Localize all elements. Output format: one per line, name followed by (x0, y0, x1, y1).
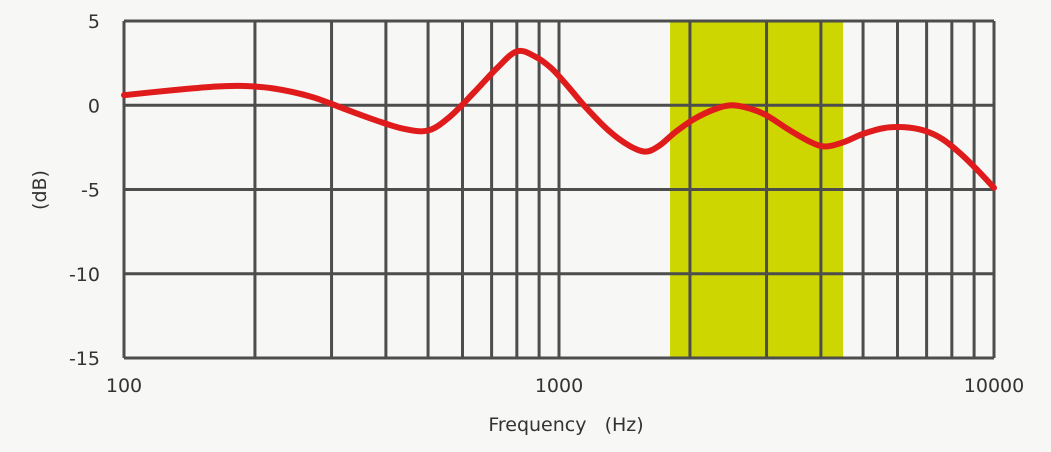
x-tick-label: 10000 (964, 375, 1024, 397)
y-tick-label: -10 (69, 264, 100, 286)
grid-layer (122, 19, 996, 360)
y-tick-label: -5 (81, 180, 100, 202)
y-tick-label: 5 (88, 11, 100, 33)
x-axis-title: Frequency (Hz) (488, 414, 643, 436)
series-layer (121, 47, 997, 191)
series-line (121, 47, 997, 191)
y-axis-title: (dB) (29, 170, 51, 210)
y-tick-label: -15 (69, 348, 100, 370)
x-tick-label: 1000 (535, 375, 583, 397)
x-tick-label: 100 (106, 375, 142, 397)
y-tick-label: 0 (88, 95, 100, 117)
tick-label-layer: 5 0 -5 -10 -15 100 1000 10000 (69, 11, 1024, 397)
